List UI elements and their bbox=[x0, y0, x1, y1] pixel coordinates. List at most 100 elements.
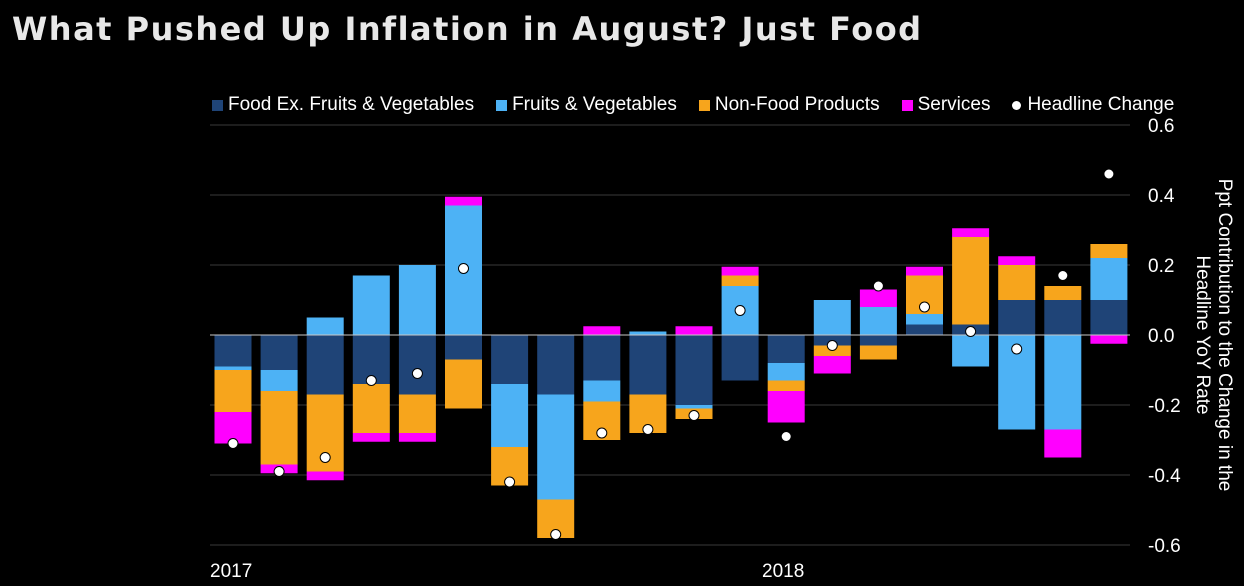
bar-segment-1 bbox=[1090, 300, 1128, 335]
bar-segment-2 bbox=[1044, 335, 1082, 430]
bar-segment-2 bbox=[260, 370, 298, 391]
headline-dot bbox=[1057, 270, 1069, 281]
chart-title: What Pushed Up Inflation in August? Just… bbox=[12, 10, 923, 48]
bar-segment-2 bbox=[629, 331, 667, 335]
legend-label-headline: Headline Change bbox=[1027, 94, 1175, 115]
headline-dot bbox=[965, 326, 977, 337]
bar-segment-3 bbox=[352, 384, 390, 433]
bar-segment-3 bbox=[260, 391, 298, 465]
headline-dot bbox=[596, 427, 608, 439]
bar-segment-4 bbox=[998, 256, 1036, 265]
bar-segment-4 bbox=[906, 266, 943, 276]
bar-segment-1 bbox=[721, 335, 759, 381]
y-axis-label: Ppt Contribution to the Change in the He… bbox=[1192, 168, 1244, 508]
legend-swatch-fruits-veg bbox=[496, 99, 508, 111]
y-axis-label-line2: Headline YoY Rate bbox=[1192, 255, 1213, 415]
legend-label-services: Services bbox=[917, 94, 991, 115]
bar-segment-1 bbox=[859, 335, 897, 346]
headline-dot bbox=[319, 452, 331, 463]
headline-dot bbox=[919, 301, 930, 313]
headline-dot bbox=[1011, 343, 1023, 355]
y-tick-label: 0.6 bbox=[1148, 116, 1174, 137]
headline-dot bbox=[504, 476, 516, 488]
y-tick-label: 0.2 bbox=[1148, 256, 1174, 277]
bar-segment-4 bbox=[352, 433, 390, 442]
y-tick-label: 0.0 bbox=[1148, 326, 1174, 347]
headline-dot bbox=[734, 305, 746, 316]
headline-dot bbox=[227, 438, 239, 449]
legend-swatch-food-ex bbox=[212, 99, 223, 111]
bar-segment-1 bbox=[306, 335, 344, 395]
bar-segment-1 bbox=[629, 335, 667, 395]
legend-swatch-services bbox=[901, 99, 913, 111]
bar-segment-1 bbox=[214, 335, 252, 367]
headline-dot bbox=[872, 280, 884, 292]
bar-segment-2 bbox=[859, 307, 897, 335]
legend-swatch-non-food bbox=[698, 99, 710, 111]
bar-segment-4 bbox=[859, 289, 897, 307]
bar-segment-1 bbox=[1044, 300, 1082, 335]
bar-segment-4 bbox=[813, 356, 851, 374]
y-tick-label: 0.4 bbox=[1148, 186, 1175, 207]
bar-segment-2 bbox=[1090, 258, 1128, 300]
bar-segment-4 bbox=[1044, 429, 1082, 458]
bar-segment-4 bbox=[583, 326, 621, 335]
headline-dot bbox=[273, 466, 285, 477]
bar-segment-1 bbox=[767, 335, 805, 363]
headline-dot bbox=[826, 340, 838, 351]
bar-segment-1 bbox=[491, 335, 529, 384]
bar-segment-4 bbox=[398, 433, 436, 442]
headline-dot bbox=[780, 431, 792, 442]
bar-segment-2 bbox=[952, 335, 990, 367]
chart-legend: Food Ex. Fruits & Vegetables Fruits & Ve… bbox=[212, 94, 1174, 116]
headline-dot bbox=[365, 375, 377, 386]
legend-item-non-food: Non-Food Products bbox=[698, 94, 880, 116]
bar-segment-3 bbox=[721, 275, 759, 286]
legend-label-fruits-veg: Fruits & Vegetables bbox=[512, 94, 677, 115]
bar-segment-2 bbox=[767, 363, 805, 381]
x-tick-label: 2018 bbox=[762, 561, 804, 582]
bar-segment-4 bbox=[721, 266, 759, 276]
legend-item-headline: Headline Change bbox=[1012, 94, 1174, 116]
legend-item-services: Services bbox=[901, 94, 991, 116]
headline-dot bbox=[411, 368, 423, 379]
bar-segment-1 bbox=[260, 335, 298, 370]
bar-segment-2 bbox=[214, 366, 252, 370]
bar-segment-1 bbox=[675, 335, 713, 405]
bar-segment-1 bbox=[906, 324, 943, 335]
legend-item-fruits-veg: Fruits & Vegetables bbox=[496, 94, 677, 116]
bar-segment-3 bbox=[214, 370, 252, 412]
bar-segment-2 bbox=[398, 265, 436, 335]
bar-segment-3 bbox=[398, 394, 436, 433]
bar-segment-3 bbox=[1044, 286, 1082, 300]
bar-segment-2 bbox=[813, 300, 851, 335]
bar-segment-2 bbox=[306, 317, 344, 335]
bar-segment-3 bbox=[859, 345, 897, 360]
bar-segment-3 bbox=[1090, 244, 1128, 258]
bar-segment-3 bbox=[952, 237, 990, 325]
bar-segment-3 bbox=[767, 380, 805, 391]
headline-dot bbox=[688, 410, 700, 421]
bar-segment-2 bbox=[537, 394, 575, 500]
bar-segment-2 bbox=[352, 275, 390, 335]
legend-label-food-ex: Food Ex. Fruits & Vegetables bbox=[228, 94, 475, 115]
legend-label-non-food: Non-Food Products bbox=[714, 94, 880, 115]
bar-segment-3 bbox=[998, 265, 1036, 300]
y-tick-label: -0.2 bbox=[1148, 396, 1181, 417]
headline-dot bbox=[642, 424, 654, 435]
headline-dot bbox=[458, 263, 469, 274]
y-tick-label: -0.6 bbox=[1148, 536, 1181, 557]
y-tick-label: -0.4 bbox=[1148, 466, 1181, 487]
bar-segment-2 bbox=[583, 380, 621, 402]
legend-swatch-headline bbox=[1012, 100, 1022, 110]
headline-dot bbox=[550, 529, 562, 540]
bar-segment-1 bbox=[998, 300, 1036, 335]
headline-dot bbox=[1103, 168, 1115, 180]
bar-segment-1 bbox=[583, 335, 621, 381]
bar-segment-4 bbox=[1090, 335, 1128, 344]
bar-segment-2 bbox=[906, 314, 943, 325]
bar-segment-2 bbox=[491, 384, 529, 447]
bar-segment-4 bbox=[952, 228, 990, 237]
bar-segment-4 bbox=[306, 471, 344, 481]
